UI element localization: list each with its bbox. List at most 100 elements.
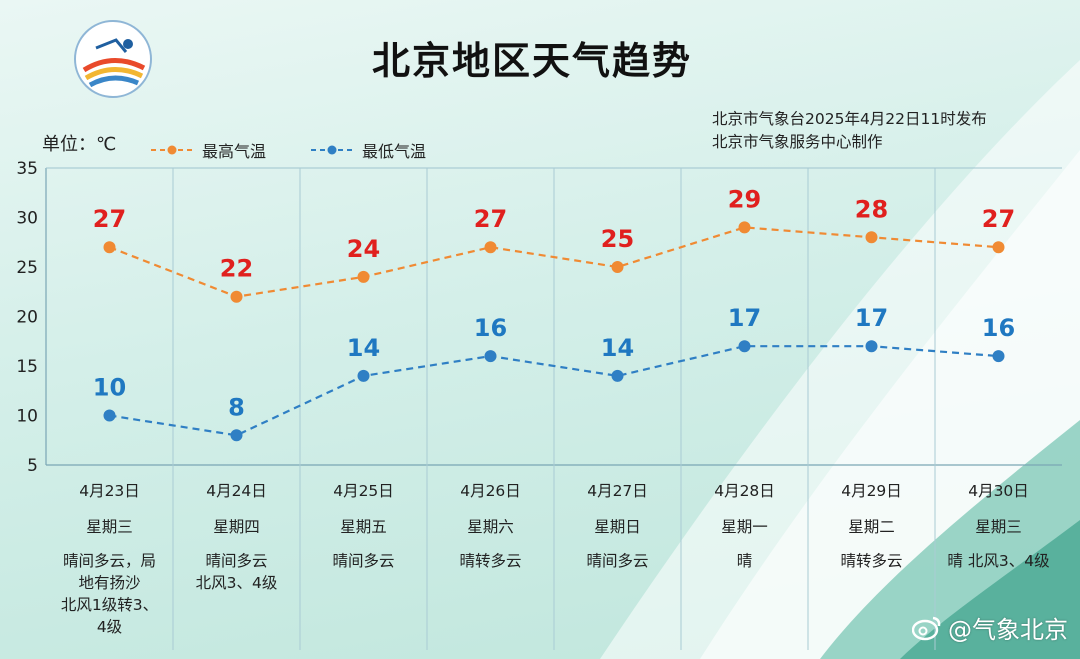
y-tick-label: 35 [16, 159, 38, 179]
y-tick-label: 30 [16, 209, 38, 229]
legend-high-swatch-icon [151, 145, 193, 155]
forecast-weekday: 星期三 [86, 518, 133, 536]
forecast-column: 4月26日星期六晴转多云 [428, 478, 554, 572]
forecast-column: 4月29日星期二晴转多云 [809, 478, 935, 572]
forecast-column: 4月25日星期五晴间多云 [301, 478, 427, 572]
data-label-low: 17 [728, 304, 761, 332]
data-label-low: 10 [93, 374, 126, 402]
forecast-condition: 晴转多云 [809, 550, 935, 572]
legend-low-swatch-icon [311, 145, 353, 155]
forecast-weekday: 星期四 [213, 518, 260, 536]
data-point-high [611, 261, 624, 273]
forecast-condition-line: 晴间多云 [332, 552, 395, 570]
forecast-weekday: 星期六 [467, 518, 514, 536]
forecast-condition-line: 晴间多云 [205, 552, 268, 570]
watermark-text: @气象北京 [948, 616, 1068, 644]
forecast-condition-line: 北风3、4级 [195, 574, 278, 592]
publish-info: 北京市气象台2025年4月22日11时发布 北京市气象服务中心制作 [712, 108, 987, 154]
weibo-icon [912, 616, 941, 640]
data-label-high: 22 [220, 255, 253, 283]
data-label-low: 8 [228, 393, 245, 421]
data-point-high [484, 241, 497, 254]
forecast-condition: 晴间多云，局 地有扬沙北风1级转3、 4级 [47, 550, 173, 638]
forecast-condition: 晴间多云 [555, 550, 681, 572]
forecast-column: 4月30日星期三晴 北风3、4级 [936, 478, 1062, 572]
series-line-high [109, 226, 999, 298]
forecast-condition-line: 晴 北风3、4级 [947, 552, 1050, 570]
forecast-condition-line: 4级 [96, 618, 123, 636]
watermark: @气象北京 [912, 610, 1068, 645]
data-point-high [738, 221, 751, 234]
forecast-weekday: 星期三 [975, 518, 1022, 536]
data-label-high: 27 [982, 205, 1015, 233]
forecast-column: 4月27日星期日晴间多云 [555, 478, 681, 572]
y-tick-label: 20 [16, 308, 38, 328]
series-line-low [109, 345, 999, 437]
forecast-date: 4月27日 [587, 482, 648, 500]
publish-line-1: 北京市气象台2025年4月22日11时发布 [712, 110, 987, 128]
data-label-high: 29 [728, 185, 761, 213]
legend-high-label: 最高气温 [202, 142, 267, 161]
data-point-low [357, 369, 370, 382]
forecast-column: 4月28日星期一晴 [682, 478, 808, 572]
forecast-date: 4月26日 [460, 482, 521, 500]
data-point-low [611, 369, 624, 382]
legend-low: 最低气温 [310, 138, 426, 162]
forecast-condition-line: 北风1级转3、 [60, 596, 159, 614]
forecast-condition-line: 晴间多云，局 [62, 552, 156, 570]
forecast-condition-line: 地有扬沙 [78, 574, 141, 592]
data-point-low [103, 409, 116, 422]
forecast-date: 4月28日 [714, 482, 775, 500]
page-title: 北京地区天气趋势 [371, 39, 692, 83]
forecast-condition-line: 晴转多云 [840, 552, 903, 570]
data-point-high [992, 241, 1005, 254]
forecast-weekday: 星期二 [848, 518, 895, 536]
forecast-date: 4月30日 [968, 482, 1029, 500]
forecast-date: 4月23日 [79, 482, 140, 500]
data-point-high [865, 231, 878, 244]
forecast-condition: 晴转多云 [428, 550, 554, 572]
y-tick-label: 5 [27, 456, 38, 476]
forecast-condition: 晴 北风3、4级 [936, 550, 1062, 572]
forecast-weekday: 星期日 [594, 518, 641, 536]
data-point-high [230, 290, 243, 303]
forecast-date: 4月29日 [841, 482, 902, 500]
data-label-high: 28 [855, 195, 888, 223]
forecast-weekday: 星期一 [721, 518, 768, 536]
unit-label: 单位：℃ [42, 134, 117, 155]
forecast-date: 4月24日 [206, 482, 267, 500]
legend-low-label: 最低气温 [362, 142, 427, 161]
forecast-column: 4月24日星期四晴间多云北风3、4级 [174, 478, 300, 594]
data-point-low [484, 350, 497, 363]
data-point-low [230, 429, 243, 442]
data-label-high: 27 [474, 205, 507, 233]
data-point-low [865, 340, 878, 353]
data-label-low: 14 [601, 334, 634, 362]
data-label-low: 16 [474, 314, 507, 342]
data-point-low [738, 340, 751, 353]
data-label-high: 24 [347, 235, 380, 263]
forecast-condition: 晴间多云北风3、4级 [174, 550, 300, 594]
data-label-low: 14 [347, 334, 380, 362]
publish-line-2: 北京市气象服务中心制作 [712, 133, 883, 151]
y-tick-label: 15 [16, 357, 38, 377]
y-tick-label: 10 [16, 407, 38, 427]
data-label-high: 25 [601, 225, 634, 253]
y-tick-label: 25 [16, 258, 38, 278]
forecast-condition: 晴 [682, 550, 808, 572]
legend-high: 最高气温 [150, 138, 266, 162]
forecast-condition-line: 晴间多云 [586, 552, 649, 570]
data-point-high [357, 270, 370, 283]
data-point-low [992, 350, 1005, 363]
forecast-weekday: 星期五 [340, 518, 387, 536]
data-point-high [103, 241, 116, 254]
data-label-high: 27 [93, 205, 126, 233]
forecast-column: 4月23日星期三晴间多云，局 地有扬沙北风1级转3、 4级 [47, 478, 173, 638]
meteorological-service-logo [74, 20, 152, 98]
forecast-date: 4月25日 [333, 482, 394, 500]
data-label-low: 17 [855, 304, 888, 332]
forecast-condition-line: 晴转多云 [459, 552, 522, 570]
